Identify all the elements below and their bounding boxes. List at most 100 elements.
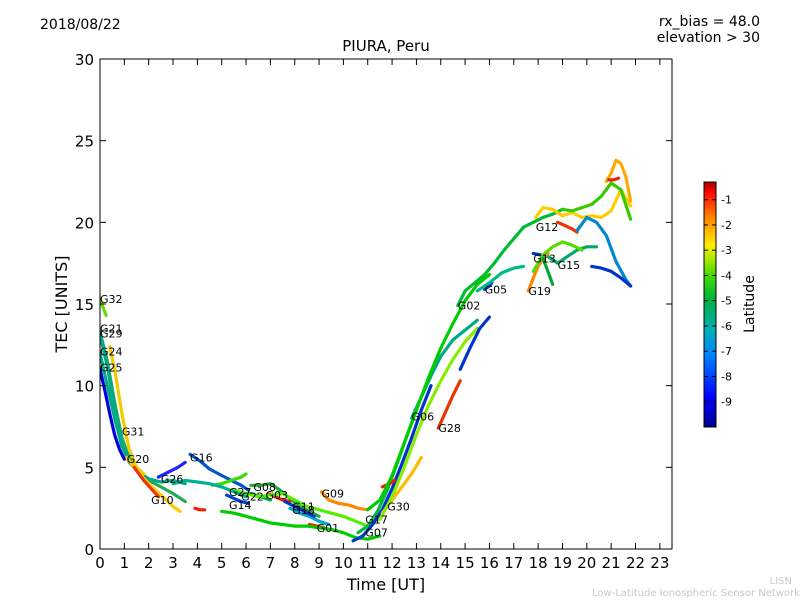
sat-label-g16: G16 (190, 452, 213, 465)
x-tick-label: 17 (504, 554, 523, 572)
x-tick-label: 19 (553, 554, 572, 572)
colorbar-tick-label: -5 (721, 295, 732, 308)
x-tick-label: 10 (334, 554, 353, 572)
series-g16b (193, 506, 207, 512)
sat-label-g27: G27 (229, 486, 252, 499)
sat-label-g18: G18 (292, 504, 315, 517)
series-g26 (156, 460, 187, 479)
series-g19 (526, 251, 550, 293)
sat-label-g08: G08 (253, 481, 276, 494)
series-up2 (541, 256, 555, 286)
series-top1 (560, 181, 633, 221)
sat-label-g21: G21 (100, 323, 123, 336)
series-g05 (483, 281, 494, 291)
sat-label-g02: G02 (458, 300, 481, 313)
colorbar-tick-label: -3 (721, 244, 732, 257)
x-tick-label: 12 (383, 554, 402, 572)
sat-label-g12: G12 (536, 221, 559, 234)
sat-label-g07: G07 (365, 527, 388, 540)
colorbar-tick-label: -2 (721, 219, 732, 232)
colorbar-tick-label: -4 (721, 269, 732, 282)
series-low3 (171, 478, 248, 499)
colorbar-tick-label: -9 (721, 396, 732, 409)
y-tick-label: 5 (84, 459, 94, 477)
date-label: 2018/08/22 (40, 17, 121, 33)
x-tick-label: 7 (266, 554, 276, 572)
series-g18 (288, 506, 331, 527)
colorbar-tick-label: -8 (721, 370, 732, 383)
x-tick-label: 9 (314, 554, 324, 572)
colorbar (703, 181, 717, 428)
sat-label-g30: G30 (387, 501, 410, 514)
footer-org-short: LISN (769, 576, 792, 587)
x-tick-label: 23 (650, 554, 669, 572)
y-tick-label: 10 (75, 378, 94, 396)
sat-label-g09: G09 (321, 487, 344, 500)
series-g12 (534, 188, 633, 219)
y-axis: 0 5 10 15 20 25 30 (75, 51, 672, 559)
colorbar-tick-label: -7 (721, 345, 732, 358)
series-g27 (210, 472, 248, 487)
x-tick-label: 11 (358, 554, 377, 572)
series-top4 (590, 264, 633, 288)
series-top3 (575, 215, 633, 288)
x-tick-label: 22 (626, 554, 645, 572)
sat-label-g06: G06 (412, 411, 435, 424)
footer-org-long: Low-Latitude Ionospheric Sensor Network (592, 588, 800, 599)
x-tick-label: 13 (407, 554, 426, 572)
x-tick-label: 18 (529, 554, 548, 572)
series-g25 (100, 367, 126, 461)
series-g02 (456, 207, 565, 308)
elevation-label: elevation > 30 (656, 30, 760, 46)
colorbar-ticks: -9 -8 -7 -6 -5 -4 -3 -2 -1 (704, 194, 732, 409)
series-up1 (475, 264, 526, 293)
sat-label-g31: G31 (122, 425, 145, 438)
x-axis: 0 1 2 3 4 5 6 7 8 9 10 11 12 13 14 15 16 17 18 19 20 21 22 23 (95, 59, 669, 572)
sat-label-g17: G17 (365, 514, 388, 527)
series-g11 (283, 500, 316, 518)
x-tick-label: 4 (193, 554, 203, 572)
sat-label-g24: G24 (100, 345, 123, 358)
series-g09 (319, 490, 370, 512)
series-g16 (188, 452, 251, 492)
x-tick-label: 2 (144, 554, 154, 572)
series-top5 (607, 176, 621, 182)
x-tick-label: 16 (480, 554, 499, 572)
series-g10 (132, 465, 160, 499)
series-low1 (220, 509, 382, 541)
series-g28 (436, 379, 462, 430)
series-layer (100, 158, 633, 543)
series-rise2 (378, 326, 479, 522)
x-tick-label: 8 (290, 554, 300, 572)
sat-label-g03: G03 (266, 489, 289, 502)
sat-label-g25: G25 (100, 362, 123, 375)
colorbar-tick-label: -1 (721, 194, 732, 207)
colorbar-label: Latitude (742, 275, 758, 333)
y-tick-label: 20 (75, 214, 94, 232)
y-tick-label: 25 (75, 133, 94, 151)
y-tick-label: 30 (75, 51, 94, 69)
x-tick-label: 6 (241, 554, 251, 572)
sat-label-g14: G14 (229, 499, 252, 512)
series-top2 (604, 158, 633, 203)
chart-title: PIURA, Peru (342, 37, 430, 55)
x-tick-label: 3 (168, 554, 178, 572)
series-low2 (232, 488, 370, 528)
sat-label-g11: G11 (292, 501, 315, 514)
y-tick-label: 15 (75, 296, 94, 314)
sat-label-g22: G22 (241, 491, 264, 504)
colorbar-tick-label: -6 (721, 320, 732, 333)
sat-label-g05: G05 (485, 283, 508, 296)
x-tick-label: 21 (602, 554, 621, 572)
x-tick-label: 15 (456, 554, 475, 572)
series-g14 (225, 493, 251, 505)
sat-label-g10: G10 (151, 494, 174, 507)
rx-bias-label: rx_bias = 48.0 (658, 14, 760, 30)
series-g19b (531, 240, 584, 273)
sat-label-g19: G19 (528, 285, 551, 298)
satellite-labels: G32G21G29G24G25G31G20G26G10G16G27G14G22G… (100, 221, 580, 539)
series-g07 (351, 384, 433, 543)
sat-label-g32: G32 (100, 293, 123, 306)
x-axis-label: Time [UT] (346, 575, 425, 594)
series-g15 (546, 245, 599, 265)
